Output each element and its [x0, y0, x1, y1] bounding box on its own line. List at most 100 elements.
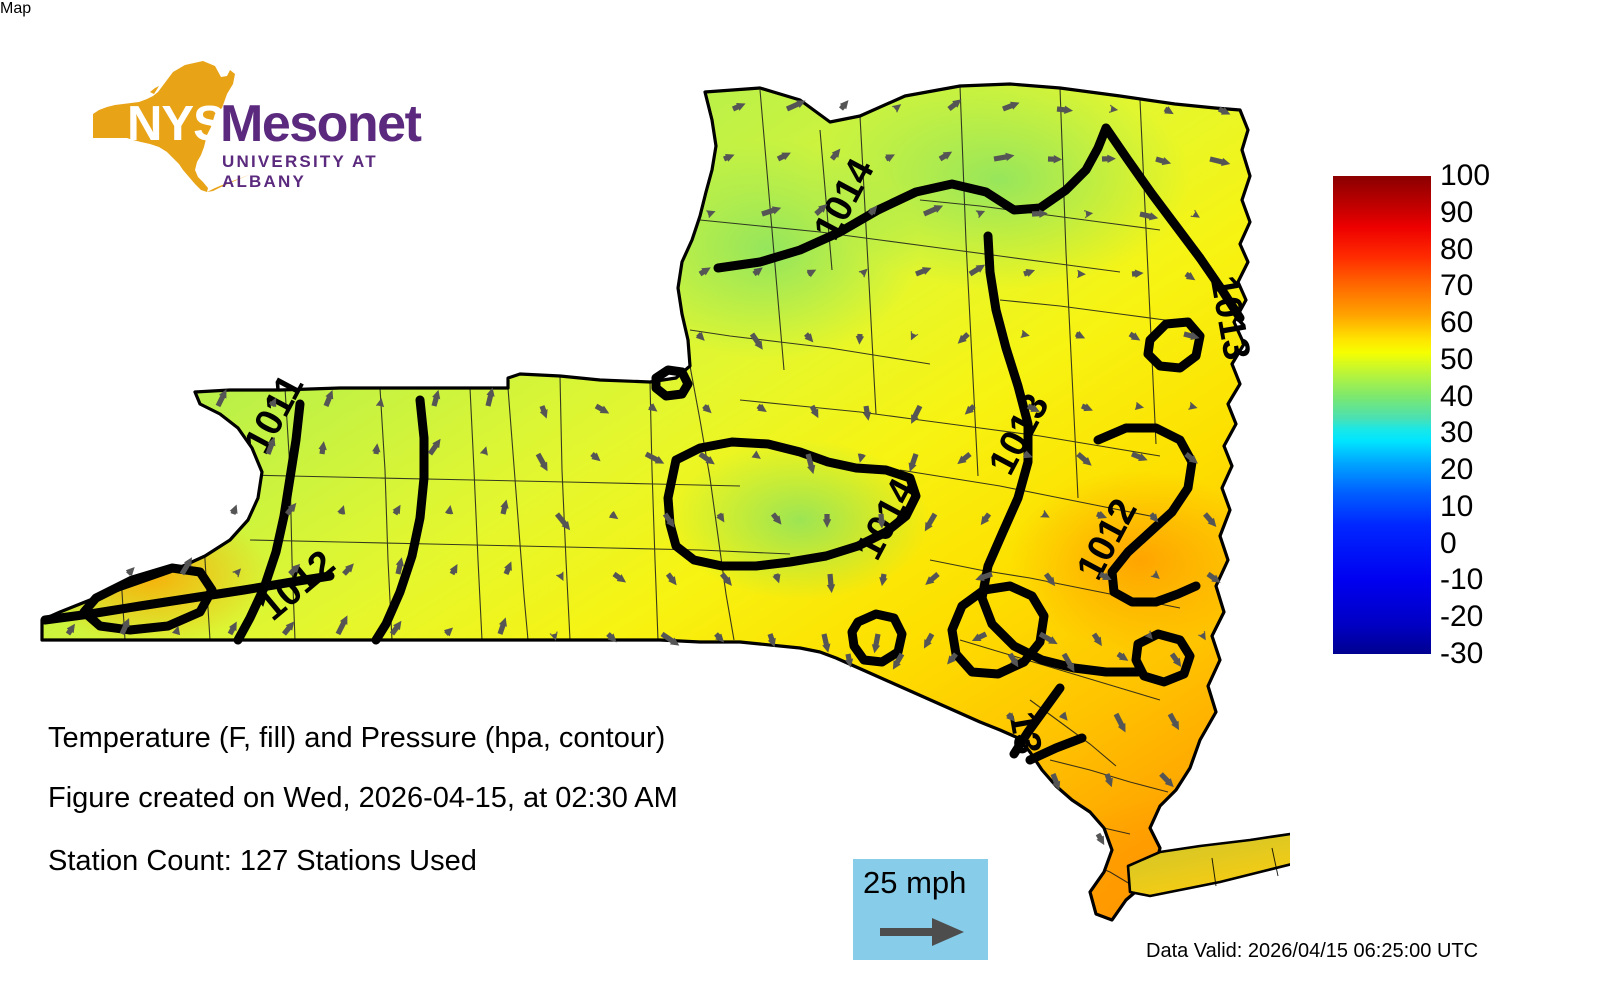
wind-vector-arrow	[868, 205, 878, 216]
wind-vector-arrow	[1113, 712, 1126, 733]
wind-vector-arrow	[1183, 331, 1200, 340]
pressure-contours	[40, 123, 1245, 765]
wind-vector-arrow	[829, 148, 841, 161]
wind-vector-arrow	[1190, 209, 1200, 218]
wind-vector-arrow	[756, 403, 767, 412]
wind-vector-arrow	[375, 398, 385, 408]
colorbar-tick-neg30: -30	[1440, 637, 1484, 670]
wind-vector-arrow	[804, 332, 814, 343]
wind-vector-arrow	[395, 557, 405, 575]
wind-vector-arrow	[1128, 331, 1141, 341]
wind-vector-arrow	[814, 203, 828, 216]
wind-vector-arrow	[444, 505, 454, 515]
wind-legend-label: 25 mph	[863, 865, 967, 900]
wind-vector-arrow	[923, 632, 935, 649]
wind-vector-arrow	[503, 561, 512, 576]
wind-vector-arrow	[1101, 154, 1116, 164]
wind-vector-arrow	[1116, 651, 1129, 661]
wind-vector-arrow	[911, 404, 923, 424]
wind-vector-arrow	[1050, 773, 1061, 791]
wind-vector-arrow	[285, 502, 297, 516]
wind-vector-arrow	[1150, 570, 1160, 579]
wind-vector-arrow	[910, 330, 919, 341]
colorbar-tick-labels: 100 90 80 70 60 50 40 30 20 10 0 -10 -20 -30	[1440, 161, 1545, 669]
wind-vector-arrow	[1074, 330, 1086, 339]
wind-vector-arrow	[772, 573, 781, 584]
wind-vector-arrow	[822, 513, 832, 528]
wind-vector-arrow	[1077, 269, 1086, 279]
wind-vector-arrow	[1155, 156, 1172, 166]
colorbar-tick-10: 10	[1440, 489, 1474, 523]
wind-vector-arrow	[1167, 712, 1180, 731]
wind-vector-arrow	[975, 571, 993, 582]
wind-vector-arrow	[879, 573, 888, 587]
wind-vector-arrow	[1007, 652, 1019, 668]
caption-title: Temperature (F, fill) and Pressure (hpa,…	[48, 722, 666, 754]
wind-vector-arrow	[535, 452, 548, 472]
logo-subtitle-text: UNIVERSITY AT ALBANY	[222, 152, 378, 191]
colorbar-tick-80: 80	[1440, 232, 1474, 266]
wind-vector-layer	[65, 99, 1231, 846]
wind-vector-arrow	[877, 513, 886, 529]
wind-vector-arrow	[720, 572, 732, 586]
wind-vector-arrow	[431, 389, 441, 407]
wind-vector-arrow	[1131, 451, 1148, 462]
wind-vector-arrow	[702, 404, 712, 414]
wind-vector-arrow	[1144, 630, 1153, 640]
wind-vector-arrow	[342, 563, 354, 576]
wind-vector-arrow	[1098, 571, 1112, 581]
wind-vector-arrow	[281, 621, 295, 636]
wind-vector-arrow	[549, 631, 558, 641]
wind-vector-arrow	[497, 617, 507, 635]
wind-vector-arrow	[179, 557, 192, 576]
wind-vector-arrow	[723, 154, 735, 162]
colorbar-tick-90: 90	[1440, 195, 1474, 229]
wind-vector-arrow	[590, 452, 601, 462]
caption-created: Figure created on Wed, 2026-04-15, at 02…	[48, 782, 678, 814]
wind-vector-arrow	[1091, 632, 1102, 647]
wind-vector-arrow	[1217, 106, 1231, 115]
wind-vector-arrow	[171, 625, 181, 636]
wind-vector-arrow	[606, 632, 617, 643]
wind-vector-arrow	[227, 621, 237, 636]
wind-vector-arrow	[539, 405, 548, 419]
colorbar-group: 100 90 80 70 60 50 40 30 20 10 0 -10 -20 -30	[1300, 161, 1550, 669]
wind-vector-arrow	[749, 332, 763, 350]
colorbar-tick-20: 20	[1440, 453, 1474, 487]
data-valid-timestamp: Data Valid: 2026/04/15 06:25:00 UTC	[1146, 940, 1479, 962]
wind-vector-arrow	[268, 397, 277, 408]
wind-vector-arrow	[1040, 509, 1050, 518]
wind-vector-arrow	[1188, 401, 1198, 410]
wind-vector-arrow	[1139, 211, 1159, 221]
wind-vector-arrow	[884, 154, 895, 163]
wind-vector-arrow	[232, 568, 242, 578]
wind-vector-arrow	[608, 510, 619, 520]
wind-vector-arrow	[1104, 773, 1113, 788]
wind-vector-arrow	[427, 438, 441, 456]
wind-vector-arrow	[821, 633, 831, 653]
wind-vector-arrow	[785, 100, 806, 112]
wind-vector-arrow	[1002, 101, 1020, 112]
wind-vector-arrow	[1023, 450, 1033, 459]
wind-vector-arrow	[662, 512, 675, 528]
wind-vector-arrow	[554, 512, 571, 531]
wind-vector-arrow	[716, 512, 725, 523]
wind-vector-arrow	[1047, 154, 1063, 164]
wind-vector-arrow	[855, 333, 865, 345]
wind-vector-arrow	[479, 446, 488, 456]
wind-vector-arrow	[957, 451, 972, 465]
temperature-colorbar	[1333, 176, 1431, 654]
county-boundaries	[42, 85, 1181, 885]
wind-vector-arrow	[485, 387, 495, 407]
wind-vector-arrow	[1159, 772, 1174, 788]
wind-vector-arrow	[968, 264, 986, 277]
wind-vector-arrow	[947, 652, 958, 665]
wind-vector-arrow	[1149, 512, 1159, 523]
wind-vector-arrow	[857, 453, 866, 463]
wind-vector-arrow	[1206, 571, 1221, 583]
wind-vector-arrow	[65, 623, 75, 636]
wind-vector-arrow	[1043, 572, 1056, 587]
wind-vector-arrow	[1203, 512, 1217, 528]
wind-vector-arrow	[119, 618, 130, 636]
wind-vector-arrow	[752, 267, 763, 277]
